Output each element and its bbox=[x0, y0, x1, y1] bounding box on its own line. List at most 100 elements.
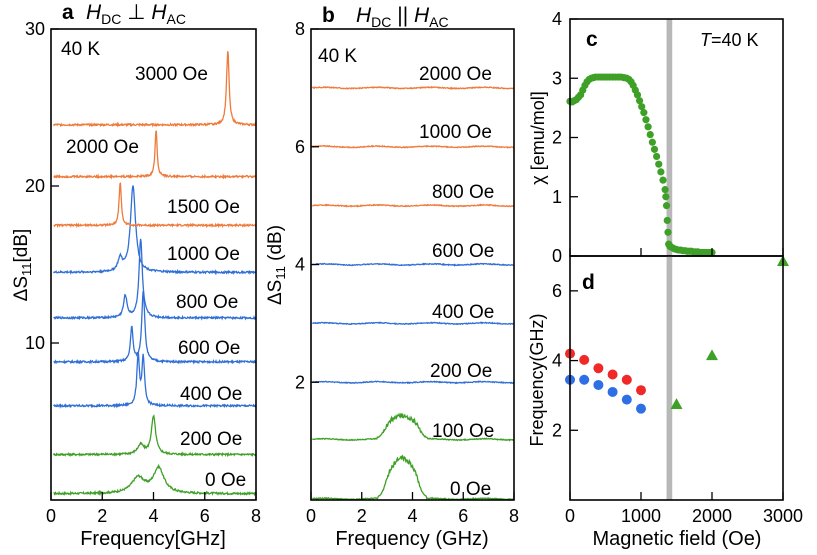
panel-d-point-triangles bbox=[706, 349, 718, 361]
panel-b-series-label: 1000 Oe bbox=[419, 122, 492, 143]
panel-d-label: d bbox=[582, 271, 595, 294]
panel-b-series-label: 800 Oe bbox=[432, 182, 494, 203]
panel-b-series-100-oe bbox=[311, 412, 515, 442]
panel-c-shaded-band bbox=[666, 19, 673, 256]
panel-a-xtick-label: 8 bbox=[251, 506, 261, 526]
panel-a-label: a bbox=[62, 1, 74, 24]
panel-c-ticks: 0 1 2 3 4 bbox=[552, 9, 784, 266]
panel-d-ytick-label: 6 bbox=[552, 281, 562, 301]
panel-b-xlabel: Frequency (GHz) bbox=[335, 528, 488, 550]
panel-a-xtick-label: 2 bbox=[97, 506, 107, 526]
panel-b-ytick-label: 4 bbox=[295, 255, 305, 275]
panel-a-xtick-label: 0 bbox=[46, 506, 56, 526]
panel-d-point-upper bbox=[607, 369, 618, 380]
panel-c-point bbox=[633, 91, 642, 99]
panel-a-series-1000-oe bbox=[53, 185, 257, 276]
panel-c-point bbox=[662, 193, 670, 201]
panel-a-title: HDC ⊥ HAC bbox=[86, 1, 186, 27]
panel-d-ylabel: Frequency(GHz) bbox=[527, 313, 547, 446]
panel-c-point bbox=[664, 228, 672, 236]
panel-b-label: b bbox=[322, 4, 335, 27]
panel-d-frame bbox=[569, 255, 784, 501]
panel-b-series-labels: 0 Oe 100 Oe 200 Oe 400 Oe 600 Oe 800 Oe 1000 O… bbox=[419, 64, 494, 500]
panel-b: 0 2 4 6 8 2 4 6 8 0 Oe 100 Oe 200 Oe 400 Oe 600 Oe 80… bbox=[265, 4, 519, 550]
panel-b-series-label: 0 Oe bbox=[450, 479, 491, 500]
panel-c-point bbox=[663, 216, 671, 225]
panel-a-series-label: 600 Oe bbox=[178, 338, 240, 359]
panel-a-series-0-oe bbox=[53, 463, 257, 497]
panel-c-point bbox=[642, 116, 650, 124]
panel-a-series-label: 1500 Oe bbox=[167, 197, 240, 218]
panel-b-series-label: 2000 Oe bbox=[419, 64, 492, 85]
panel-b-series-800-oe bbox=[312, 203, 515, 208]
panel-b-series-label: 100 Oe bbox=[432, 421, 494, 442]
panel-b-series-1000-oe bbox=[312, 144, 515, 149]
panel-c-frame bbox=[569, 18, 784, 257]
panel-c-ytick-label: 0 bbox=[552, 246, 562, 266]
panel-d-point-upper bbox=[593, 363, 604, 374]
panel-b-series-label: 600 Oe bbox=[432, 241, 494, 262]
panel-d-point-lower bbox=[636, 403, 646, 414]
panel-b-series-label: 200 Oe bbox=[430, 361, 492, 382]
panel-c-ytick-label: 2 bbox=[552, 128, 562, 148]
panel-c-point bbox=[655, 160, 663, 168]
panel-b-ylabel: ΔS11 (dB) bbox=[265, 225, 288, 305]
panel-a-series-label: 3000 Oe bbox=[135, 64, 208, 85]
panel-c-point bbox=[644, 123, 652, 131]
panel-a-temperature: 40 K bbox=[61, 39, 100, 60]
panel-a: 0 2 4 6 8 10 20 30 0 Oe 200 Oe 400 Oe 600 Oe 800 Oe… bbox=[11, 1, 261, 550]
panel-a-series-label: 2000 Oe bbox=[66, 137, 139, 158]
panel-a-ytick-label: 20 bbox=[25, 176, 45, 196]
panel-a-series-600-oe bbox=[53, 291, 257, 365]
panel-d-shaded-band bbox=[666, 256, 673, 500]
panel-d-point-lower bbox=[593, 379, 604, 390]
panel-c-point bbox=[648, 138, 656, 146]
panel-b-series-label: 400 Oe bbox=[432, 302, 494, 323]
panel-d-point-upper bbox=[621, 374, 632, 385]
panel-b-ticks: 0 2 4 6 8 2 4 6 8 bbox=[295, 19, 519, 526]
panel-a-series-3000-oe bbox=[53, 51, 257, 128]
panel-b-series-600-oe bbox=[311, 262, 515, 267]
panel-d-xtick-label: 0 bbox=[565, 506, 575, 526]
panel-c: 0 1 2 3 4 c T=40 K χ [emu/mol] bbox=[528, 9, 784, 266]
panel-c-point bbox=[640, 109, 648, 117]
panel-c-point bbox=[662, 202, 671, 210]
panel-c-point bbox=[638, 103, 646, 111]
panel-a-series-400-oe bbox=[53, 352, 257, 409]
panel-b-xtick-label: 0 bbox=[306, 506, 316, 526]
panel-a-ticks: 0 2 4 6 8 10 20 30 bbox=[25, 19, 261, 526]
panel-b-temperature: 40 K bbox=[318, 46, 357, 67]
panel-b-title: HDC || HAC bbox=[356, 4, 449, 30]
panel-a-series-group bbox=[52, 51, 257, 497]
panel-a-series-1500-oe bbox=[53, 182, 257, 229]
panel-c-points bbox=[566, 73, 716, 257]
panel-b-series-200-oe bbox=[311, 380, 515, 385]
panel-c-ytick-label: 3 bbox=[552, 68, 562, 88]
panel-c-annotation: T=40 K bbox=[700, 30, 759, 50]
panel-b-ytick-label: 8 bbox=[295, 19, 305, 39]
panel-c-point bbox=[659, 176, 667, 184]
panel-a-series-label: 400 Oe bbox=[180, 384, 242, 405]
panel-a-series-label: 0 Oe bbox=[205, 470, 246, 491]
panel-d-point-upper bbox=[579, 354, 590, 365]
panel-b-xtick-label: 4 bbox=[407, 506, 417, 526]
panel-d-points bbox=[565, 255, 789, 414]
panel-b-xtick-label: 6 bbox=[458, 506, 468, 526]
panel-d-ticks: 0 1000 2000 3000 2 4 6 bbox=[552, 281, 803, 526]
panel-a-series-2000-oe bbox=[53, 130, 257, 180]
panel-d: 0 1000 2000 3000 2 4 6 d Magnetic field (Oe) F… bbox=[527, 255, 803, 550]
panel-b-ytick-label: 6 bbox=[295, 137, 305, 157]
panel-d-xtick-label: 2000 bbox=[692, 506, 732, 526]
panel-a-ylabel: ΔS11[dB] bbox=[11, 229, 34, 302]
panel-c-label: c bbox=[586, 28, 598, 51]
panel-b-series-400-oe bbox=[312, 321, 514, 326]
panel-c-ytick-label: 4 bbox=[552, 9, 562, 29]
panel-a-series-labels: 0 Oe 200 Oe 400 Oe 600 Oe 800 Oe 1000 Oe 1500 … bbox=[66, 64, 246, 491]
panel-d-xlabel: Magnetic field (Oe) bbox=[593, 528, 762, 550]
panel-a-xtick-label: 6 bbox=[200, 506, 210, 526]
panel-a-series-label: 200 Oe bbox=[180, 429, 242, 450]
panel-c-point bbox=[657, 168, 665, 176]
panel-d-point-lower bbox=[579, 374, 590, 385]
panel-d-xtick-label: 1000 bbox=[621, 506, 661, 526]
